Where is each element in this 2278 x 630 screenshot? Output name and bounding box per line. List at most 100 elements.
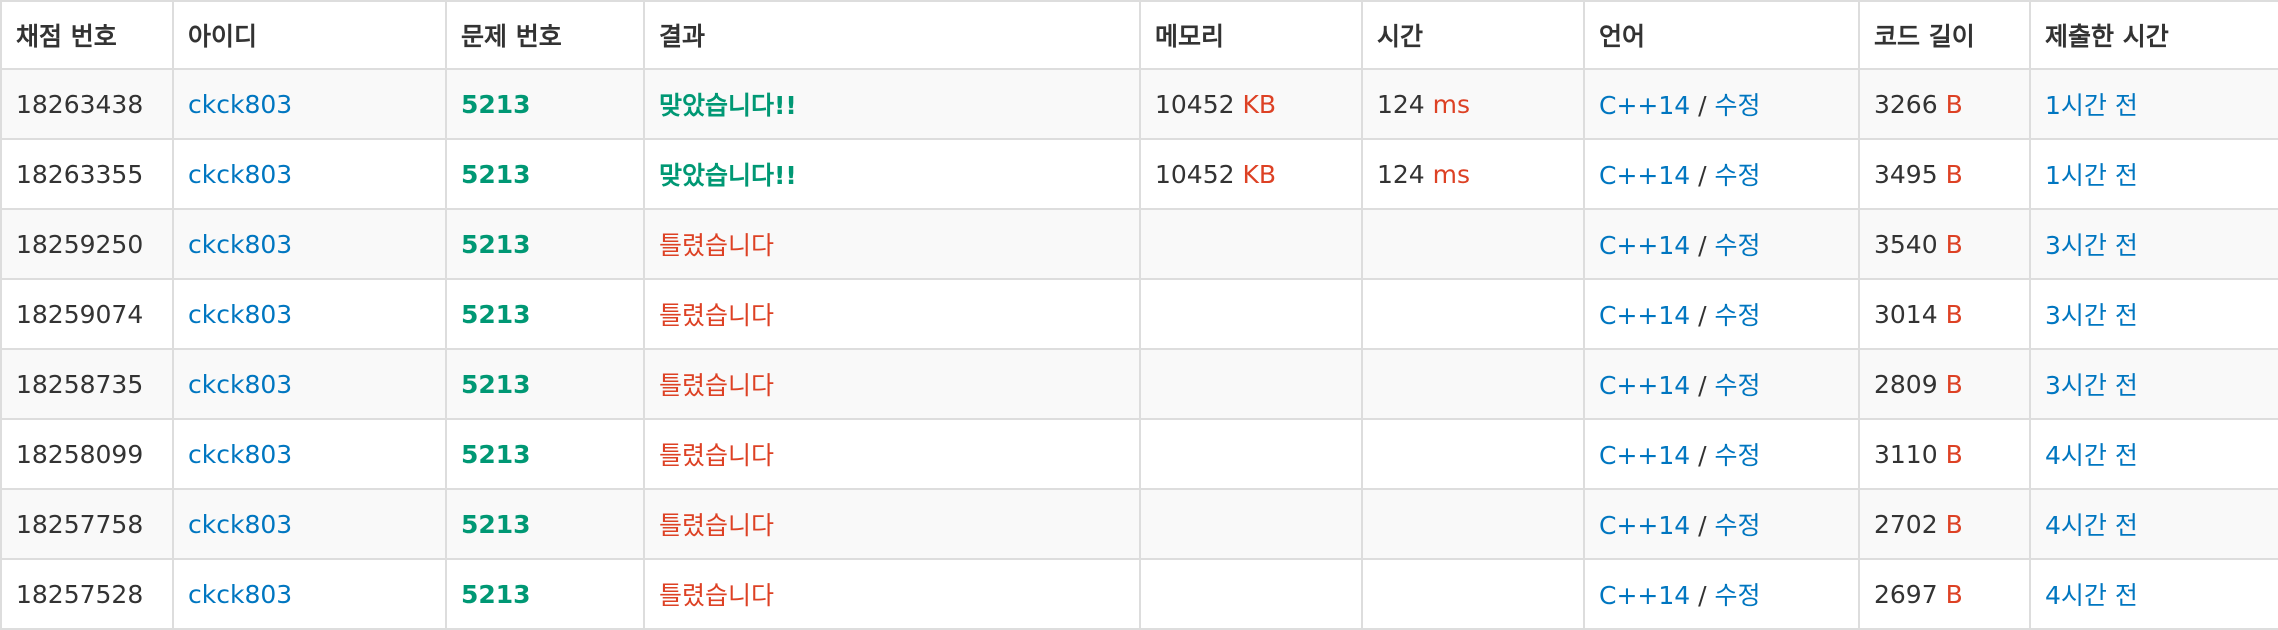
problem-link[interactable]: 5213 [461, 89, 531, 119]
memory-cell [1139, 348, 1363, 420]
problem-link[interactable]: 5213 [461, 579, 531, 609]
memory-cell [1139, 558, 1363, 630]
language-link[interactable]: C++14 [1599, 161, 1691, 190]
user-cell: ckck803 [172, 208, 447, 280]
problem-cell: 5213 [445, 488, 645, 560]
language-link[interactable]: C++14 [1599, 301, 1691, 330]
submitted-cell: 1시간 전 [2029, 138, 2278, 210]
submission-id-cell: 18263355 [0, 138, 174, 210]
problem-cell: 5213 [445, 418, 645, 490]
user-link[interactable]: ckck803 [188, 509, 293, 539]
user-link[interactable]: ckck803 [188, 159, 293, 189]
edit-link[interactable]: 수정 [1714, 441, 1761, 470]
submitted-cell: 3시간 전 [2029, 278, 2278, 350]
edit-link[interactable]: 수정 [1714, 231, 1761, 260]
user-link[interactable]: ckck803 [188, 299, 293, 329]
result-accepted: 맞았습니다!! [659, 161, 797, 190]
user-cell: ckck803 [172, 348, 447, 420]
edit-link[interactable]: 수정 [1714, 511, 1761, 540]
submission-id: 18259074 [16, 299, 144, 329]
user-link[interactable]: ckck803 [188, 579, 293, 609]
language-link[interactable]: C++14 [1599, 441, 1691, 470]
result-wrong: 틀렸습니다 [659, 511, 775, 540]
memory-unit: KB [1242, 159, 1277, 189]
time-cell: 124 ms [1361, 138, 1585, 210]
language-link[interactable]: C++14 [1599, 511, 1691, 540]
code-length-cell: 3110 B [1858, 418, 2031, 490]
submitted-time-link[interactable]: 3시간 전 [2045, 231, 2138, 260]
header-user-id: 아이디 [172, 0, 447, 70]
memory-value: 10452 [1155, 89, 1235, 119]
edit-link[interactable]: 수정 [1714, 371, 1761, 400]
user-cell: ckck803 [172, 138, 447, 210]
user-link[interactable]: ckck803 [188, 369, 293, 399]
result-wrong: 틀렸습니다 [659, 581, 775, 610]
language-cell: C++14 / 수정 [1583, 488, 1860, 560]
submission-id: 18263438 [16, 89, 144, 119]
submitted-time-link[interactable]: 4시간 전 [2045, 511, 2138, 540]
language-separator: / [1698, 581, 1707, 610]
code-length-cell: 3266 B [1858, 68, 2031, 140]
header-time: 시간 [1361, 0, 1585, 70]
result-cell: 맞았습니다!! [643, 68, 1141, 140]
header-submitted-at: 제출한 시간 [2029, 0, 2278, 70]
code-length-value: 3495 [1874, 159, 1938, 189]
code-length-unit: B [1945, 439, 1963, 469]
header-language: 언어 [1583, 0, 1860, 70]
submitted-time-link[interactable]: 3시간 전 [2045, 371, 2138, 400]
problem-link[interactable]: 5213 [461, 229, 531, 259]
result-cell: 틀렸습니다 [643, 278, 1141, 350]
submission-id: 18258099 [16, 439, 144, 469]
language-cell: C++14 / 수정 [1583, 278, 1860, 350]
submitted-cell: 3시간 전 [2029, 208, 2278, 280]
submission-id-cell: 18259074 [0, 278, 174, 350]
memory-unit: KB [1242, 89, 1277, 119]
submission-id-cell: 18257528 [0, 558, 174, 630]
code-length-cell: 3014 B [1858, 278, 2031, 350]
submission-id: 18257758 [16, 509, 144, 539]
problem-link[interactable]: 5213 [461, 159, 531, 189]
edit-link[interactable]: 수정 [1714, 581, 1761, 610]
submitted-time-link[interactable]: 3시간 전 [2045, 301, 2138, 330]
table-row: 18257758 ckck803 5213 틀렸습니다 C++14 / 수정 2… [0, 488, 2278, 560]
problem-cell: 5213 [445, 138, 645, 210]
result-cell: 맞았습니다!! [643, 138, 1141, 210]
user-link[interactable]: ckck803 [188, 439, 293, 469]
result-cell: 틀렸습니다 [643, 208, 1141, 280]
user-link[interactable]: ckck803 [188, 229, 293, 259]
submitted-time-link[interactable]: 1시간 전 [2045, 91, 2138, 120]
code-length-unit: B [1945, 89, 1963, 119]
submission-id-cell: 18263438 [0, 68, 174, 140]
user-link[interactable]: ckck803 [188, 89, 293, 119]
problem-link[interactable]: 5213 [461, 369, 531, 399]
submitted-cell: 4시간 전 [2029, 558, 2278, 630]
edit-link[interactable]: 수정 [1714, 301, 1761, 330]
language-link[interactable]: C++14 [1599, 581, 1691, 610]
edit-link[interactable]: 수정 [1714, 91, 1761, 120]
language-link[interactable]: C++14 [1599, 91, 1691, 120]
language-separator: / [1698, 301, 1707, 330]
submitted-time-link[interactable]: 1시간 전 [2045, 161, 2138, 190]
submission-id: 18263355 [16, 159, 144, 189]
table-row: 18259250 ckck803 5213 틀렸습니다 C++14 / 수정 3… [0, 208, 2278, 280]
submission-id-cell: 18257758 [0, 488, 174, 560]
problem-cell: 5213 [445, 348, 645, 420]
problem-cell: 5213 [445, 208, 645, 280]
language-link[interactable]: C++14 [1599, 231, 1691, 260]
language-link[interactable]: C++14 [1599, 371, 1691, 400]
problem-link[interactable]: 5213 [461, 299, 531, 329]
time-value: 124 [1377, 89, 1425, 119]
code-length-unit: B [1945, 159, 1963, 189]
submitted-time-link[interactable]: 4시간 전 [2045, 441, 2138, 470]
table-row: 18263438 ckck803 5213 맞았습니다!! 10452 KB 1… [0, 68, 2278, 140]
time-cell [1361, 418, 1585, 490]
problem-link[interactable]: 5213 [461, 509, 531, 539]
header-row: 채점 번호 아이디 문제 번호 결과 메모리 시간 언어 코드 길이 제출한 시… [0, 0, 2278, 70]
submission-id-cell: 18258099 [0, 418, 174, 490]
submitted-time-link[interactable]: 4시간 전 [2045, 581, 2138, 610]
memory-cell [1139, 418, 1363, 490]
problem-cell: 5213 [445, 558, 645, 630]
problem-link[interactable]: 5213 [461, 439, 531, 469]
edit-link[interactable]: 수정 [1714, 161, 1761, 190]
code-length-unit: B [1945, 229, 1963, 259]
